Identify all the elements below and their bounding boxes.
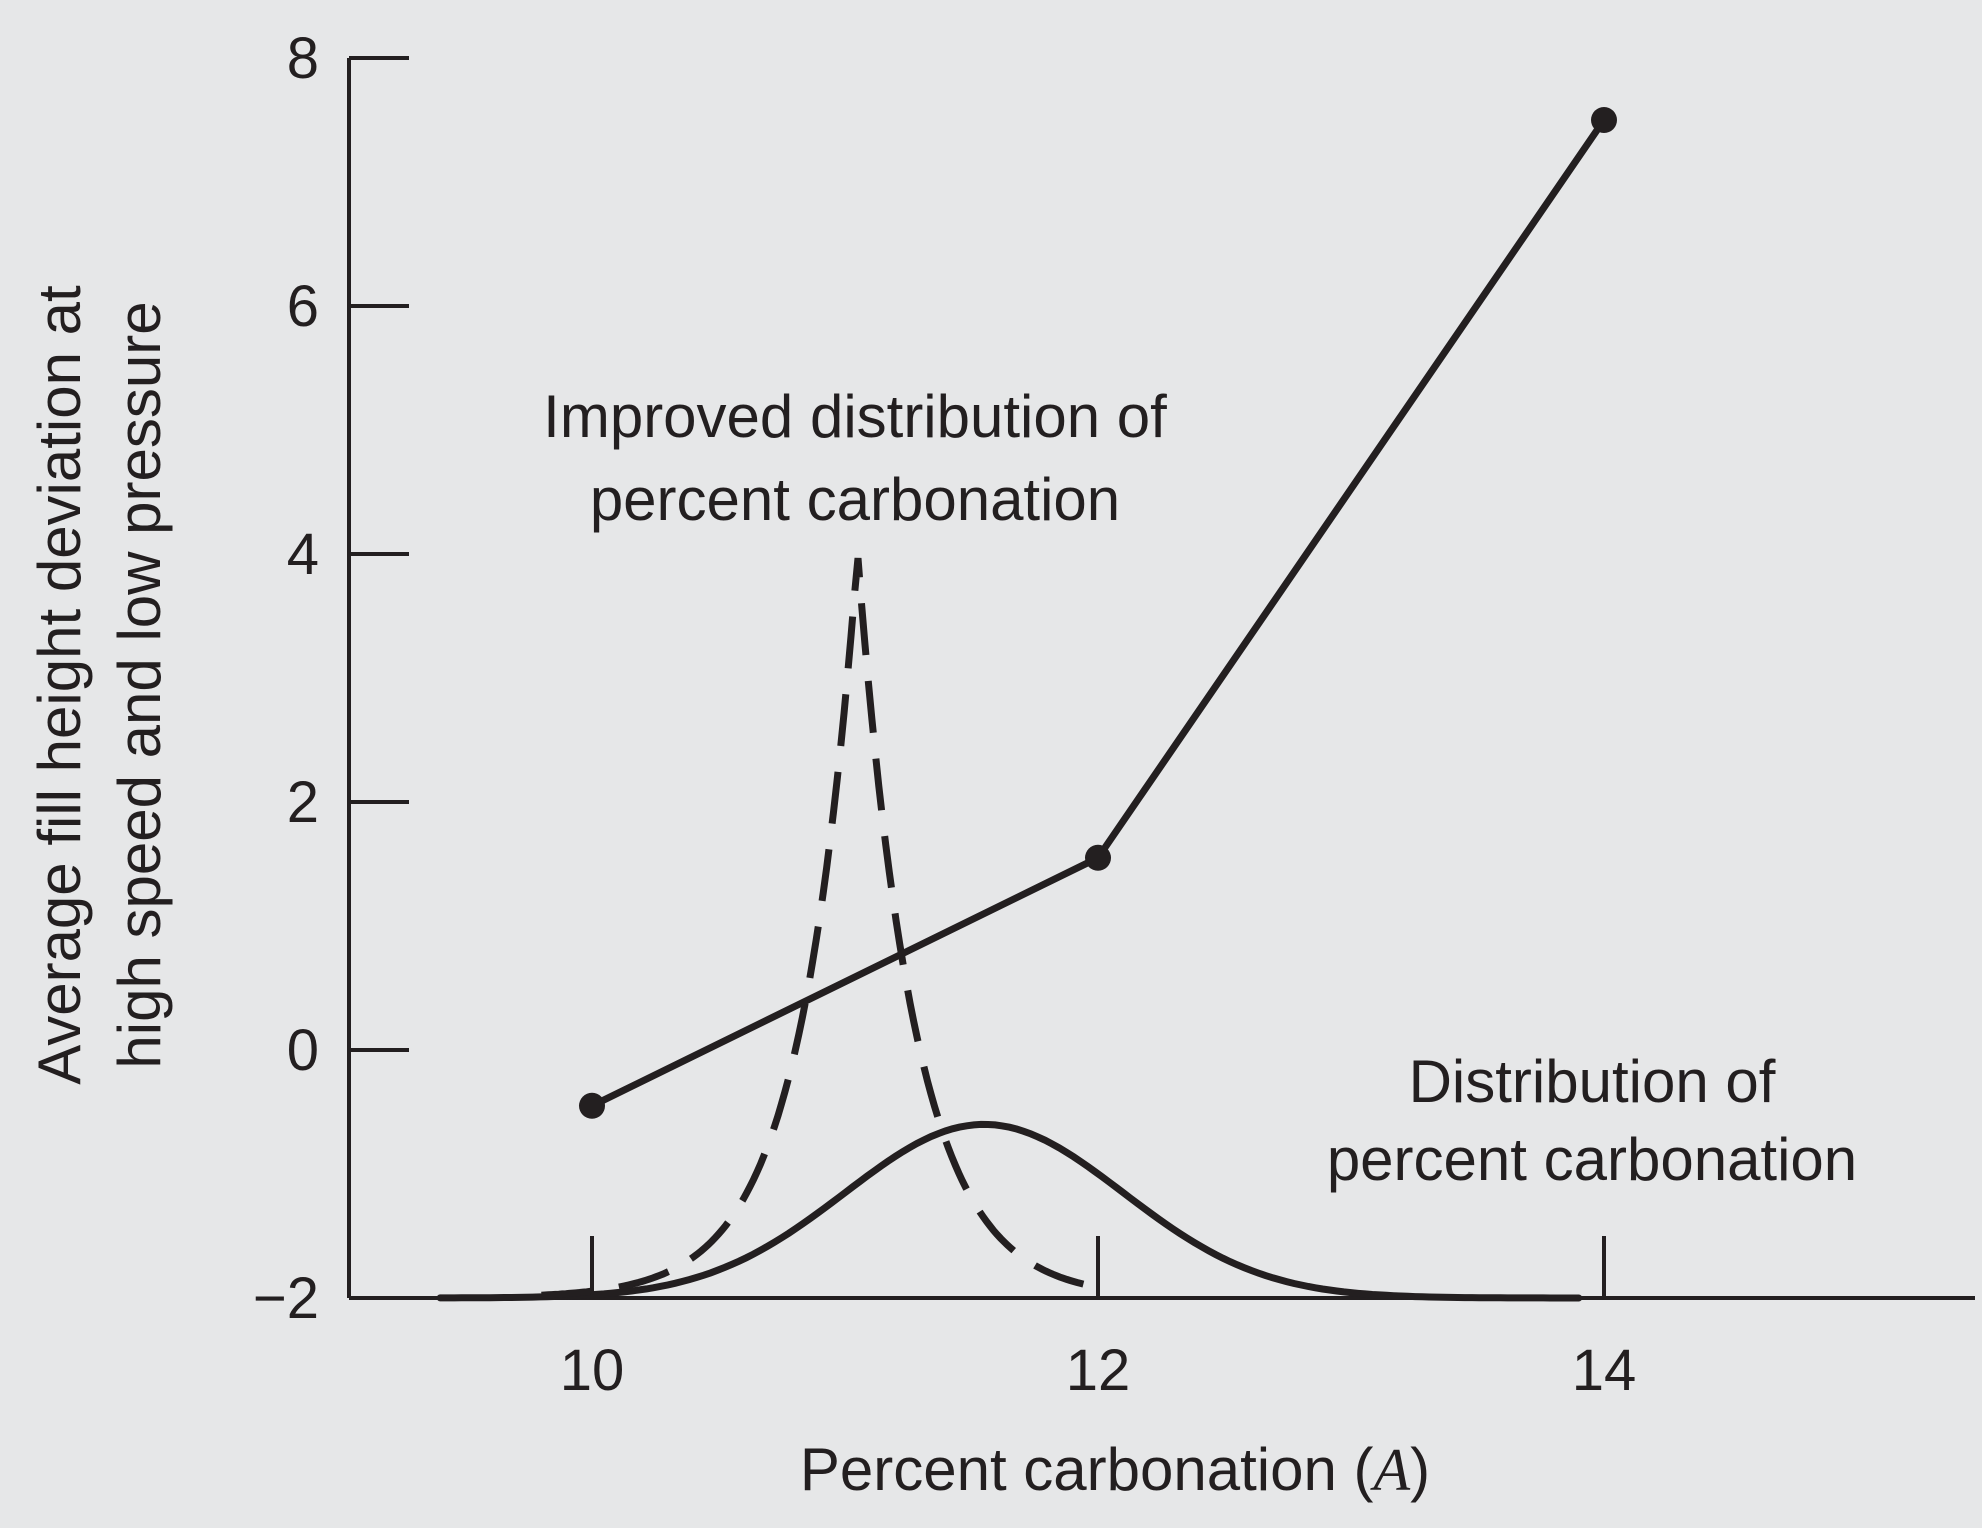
y-tick-label: 0	[287, 1018, 319, 1083]
x-axis-ticks: 10 12 14	[560, 1236, 1637, 1403]
y-axis-title-line1: Average fill height deviation at	[26, 285, 93, 1085]
data-point	[579, 1092, 605, 1119]
distribution-label-line1: Distribution of	[1409, 1048, 1776, 1115]
y-tick-label: 8	[287, 26, 319, 91]
x-tick-label: 12	[1066, 1338, 1131, 1403]
improved-distribution-curve	[541, 557, 1099, 1299]
distribution-curve	[436, 1120, 1583, 1302]
x-axis-title-variable: A	[1370, 1437, 1411, 1503]
x-axis-title-close: )	[1410, 1436, 1430, 1503]
axes	[347, 58, 1975, 1300]
y-tick-label: −2	[253, 1266, 319, 1331]
distribution-curves	[436, 557, 1583, 1302]
y-tick-label: 6	[287, 274, 319, 339]
x-axis-title-text: Percent carbonation (	[800, 1436, 1374, 1503]
data-point	[1591, 107, 1617, 133]
improved-distribution-label-line1: Improved distribution of	[543, 383, 1167, 450]
x-axis-title: Percent carbonation (A)	[800, 1436, 1430, 1503]
y-tick-label: 2	[287, 770, 319, 835]
y-axis-ticks: −2 0 2 4 6 8	[253, 26, 409, 1331]
data-series	[579, 107, 1617, 1119]
x-tick-label: 14	[1572, 1338, 1637, 1403]
x-tick-label: 10	[560, 1338, 625, 1403]
y-axis-title-line2: high speed and low pressure	[106, 301, 173, 1068]
y-tick-label: 4	[287, 522, 319, 587]
distribution-label-line2: percent carbonation	[1327, 1126, 1857, 1193]
fill-height-line	[588, 116, 1608, 1110]
improved-distribution-label-line2: percent carbonation	[590, 466, 1120, 533]
data-point	[1085, 844, 1111, 871]
